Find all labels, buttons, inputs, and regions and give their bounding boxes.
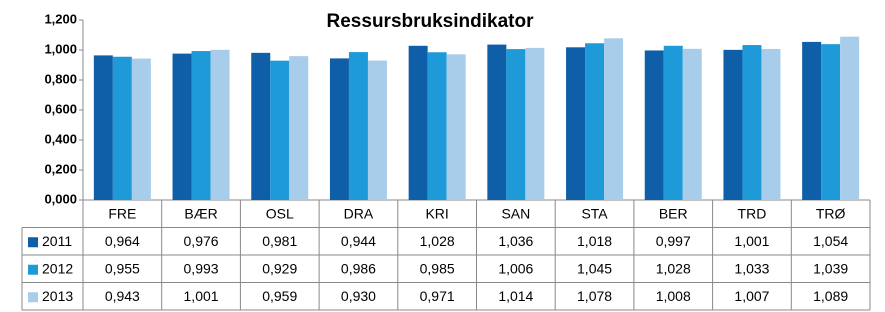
bar [566, 47, 586, 200]
bar [408, 45, 428, 200]
legend-label: 2013 [42, 288, 73, 304]
bar [742, 45, 762, 200]
bar [191, 51, 211, 200]
value-label: 0,944 [341, 233, 376, 249]
y-tick-label: 0,400 [44, 131, 77, 146]
legend-swatch [28, 264, 38, 275]
value-label: 0,997 [656, 233, 691, 249]
value-label: 1,036 [498, 233, 533, 249]
bar [604, 38, 624, 200]
value-label: 0,959 [262, 288, 297, 304]
bar [663, 45, 683, 200]
legend-swatch [28, 237, 38, 248]
value-label: 1,006 [498, 260, 533, 276]
value-label: 1,054 [813, 233, 848, 249]
y-tick-label: 0,800 [44, 71, 77, 86]
value-label: 1,028 [420, 233, 455, 249]
bar [210, 49, 230, 200]
bar [840, 36, 860, 201]
chart-title: Ressursbruksindikator [327, 11, 535, 32]
value-label: 1,089 [813, 288, 848, 304]
value-label: 1,078 [577, 288, 612, 304]
bar [251, 52, 271, 200]
value-label: 0,955 [105, 260, 140, 276]
bar [644, 50, 664, 201]
legend-label: 2012 [42, 260, 73, 276]
bar [172, 53, 192, 200]
value-label: 0,981 [262, 233, 297, 249]
bar [487, 44, 507, 200]
x-tick-label: STA [581, 205, 608, 221]
value-label: 0,993 [184, 260, 219, 276]
value-label: 1,001 [734, 233, 769, 249]
bar [131, 58, 151, 200]
bar [329, 58, 349, 201]
bar [682, 48, 702, 200]
x-tick-label: OSL [266, 205, 294, 221]
value-label: 1,045 [577, 260, 612, 276]
bar [821, 44, 841, 201]
bar [446, 54, 466, 200]
bar [348, 52, 368, 200]
value-label: 0,976 [184, 233, 219, 249]
value-label: 1,039 [813, 260, 848, 276]
bar [427, 52, 447, 200]
y-tick-label: 0,600 [44, 101, 77, 116]
x-tick-label: SAN [501, 205, 530, 221]
bar [112, 56, 132, 200]
value-label: 0,943 [105, 288, 140, 304]
x-tick-label: DRA [344, 205, 374, 221]
value-label: 1,014 [498, 288, 533, 304]
x-tick-label: BÆR [184, 205, 217, 221]
bar [506, 49, 526, 200]
bar [289, 56, 309, 201]
value-label: 1,008 [656, 288, 691, 304]
legend-swatch [28, 292, 38, 303]
y-tick-label: 0,200 [44, 161, 77, 176]
bar [270, 60, 290, 201]
bar [93, 55, 113, 201]
y-tick-label: 0,000 [44, 191, 77, 206]
bar [367, 60, 387, 200]
value-label: 0,971 [420, 288, 455, 304]
x-tick-label: TRØ [816, 205, 846, 221]
bar [723, 49, 743, 200]
x-tick-label: TRD [738, 205, 767, 221]
bar [802, 41, 822, 201]
x-tick-label: FRE [108, 205, 136, 221]
bar [761, 48, 781, 201]
value-label: 0,986 [341, 260, 376, 276]
x-tick-label: KRI [425, 205, 448, 221]
bar [525, 47, 545, 201]
value-label: 1,001 [184, 288, 219, 304]
value-label: 0,985 [420, 260, 455, 276]
y-tick-label: 1,200 [44, 11, 77, 26]
value-label: 1,028 [656, 260, 691, 276]
legend-label: 2011 [42, 233, 72, 249]
y-tick-label: 1,000 [44, 41, 77, 56]
value-label: 1,033 [734, 260, 769, 276]
value-label: 0,964 [105, 233, 140, 249]
x-tick-label: BER [659, 205, 688, 221]
bar [585, 43, 605, 200]
value-label: 1,018 [577, 233, 612, 249]
value-label: 1,007 [734, 288, 769, 304]
value-label: 0,930 [341, 288, 376, 304]
value-label: 0,929 [262, 260, 297, 276]
